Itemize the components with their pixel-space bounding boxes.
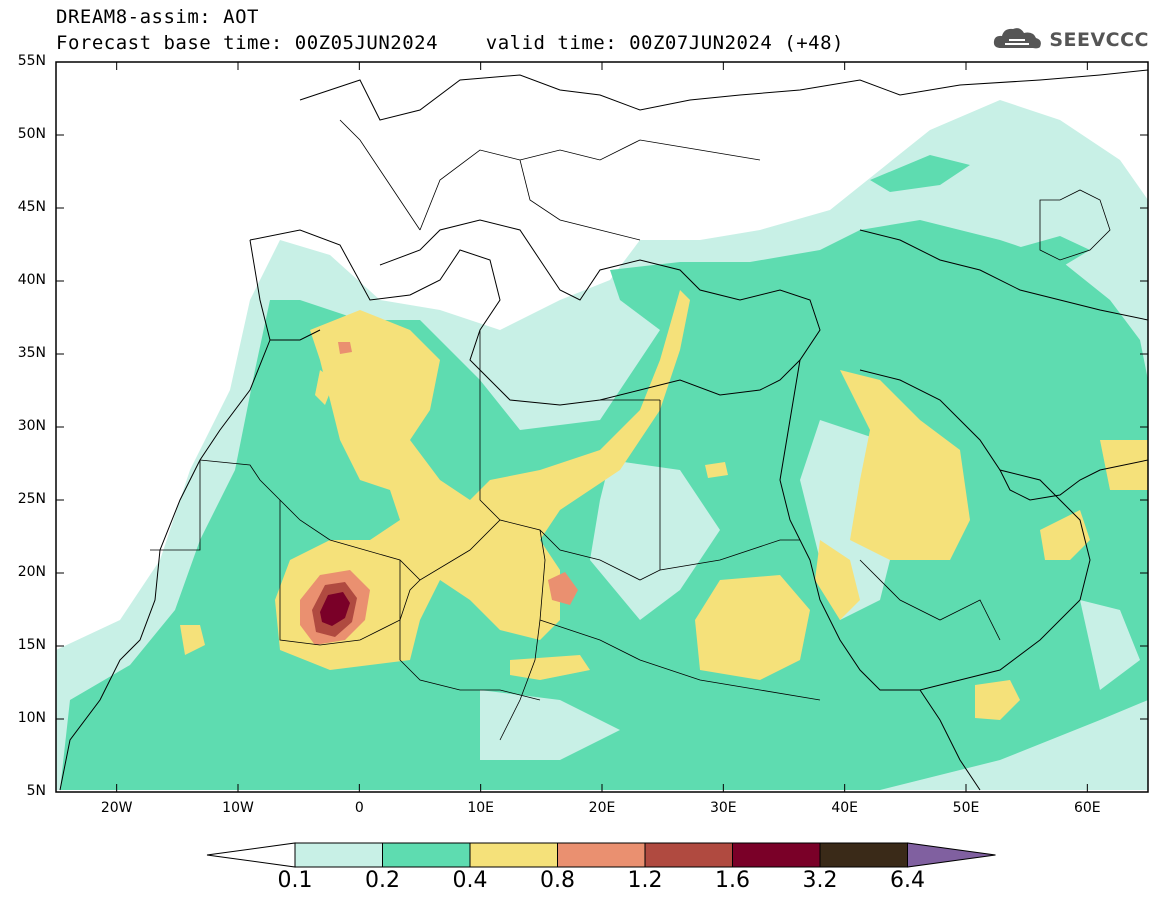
colorbar-segment <box>644 842 733 868</box>
aot-field <box>56 62 1148 792</box>
colorbar-label: 3.2 <box>802 868 838 893</box>
lon-label-10w: 10W <box>222 800 254 816</box>
lon-label-0: 0 <box>354 800 364 816</box>
lat-label-40n: 40N <box>17 272 46 288</box>
lat-label-5n: 5N <box>26 783 46 799</box>
lon-label-60e: 60E <box>1073 800 1101 816</box>
colorbar-label: 0.4 <box>452 868 488 893</box>
lat-label-50n: 50N <box>17 126 46 142</box>
seevccc-logo: SEEVCCC <box>991 24 1149 56</box>
colorbar-segment <box>294 842 383 868</box>
lon-label-50e: 50E <box>952 800 980 816</box>
coastlines <box>59 69 1148 791</box>
colorbar-segment <box>469 842 558 868</box>
lat-label-25n: 25N <box>17 491 46 507</box>
colorbar-arrow-high <box>907 842 996 868</box>
map-title: DREAM8-assim: AOT <box>56 6 259 28</box>
lon-label-20e: 20E <box>588 800 616 816</box>
forecast-time-line: Forecast base time: 00Z05JUN2024 valid t… <box>56 32 844 54</box>
lon-label-40e: 40E <box>831 800 858 816</box>
lat-label-20n: 20N <box>17 564 46 580</box>
aot-band-peak <box>320 592 350 626</box>
axis-ticks <box>56 61 1148 793</box>
colorbar-label: 0.8 <box>540 868 575 893</box>
logo-text: SEEVCCC <box>1049 29 1149 51</box>
colorbar-segment <box>732 842 821 868</box>
colorbar-label: 1.6 <box>715 868 750 893</box>
colorbar-label: 1.2 <box>627 868 663 893</box>
lon-label-20w: 20W <box>100 800 133 816</box>
lon-label-30e: 30E <box>709 800 737 816</box>
lat-label-55n: 55N <box>17 53 46 69</box>
lat-label-30n: 30N <box>17 418 46 434</box>
lon-label-10e: 10E <box>467 800 494 816</box>
colorbar-segment <box>557 842 646 868</box>
colorbar-arrow-low <box>206 842 296 868</box>
colorbar-label: 0.2 <box>365 868 400 893</box>
country-borders <box>150 119 1111 741</box>
colorbar-segment <box>819 842 908 868</box>
colorbar-segment <box>382 842 471 868</box>
cloud-icon <box>991 24 1043 56</box>
colorbar-label: 0.1 <box>277 868 313 893</box>
lat-label-35n: 35N <box>17 345 46 361</box>
colorbar-label: 6.4 <box>890 868 925 893</box>
lat-label-45n: 45N <box>17 199 46 215</box>
aot-band-high <box>180 290 1148 720</box>
lat-label-15n: 15N <box>17 637 46 653</box>
colorbar <box>206 842 996 868</box>
lat-label-10n: 10N <box>17 710 46 726</box>
